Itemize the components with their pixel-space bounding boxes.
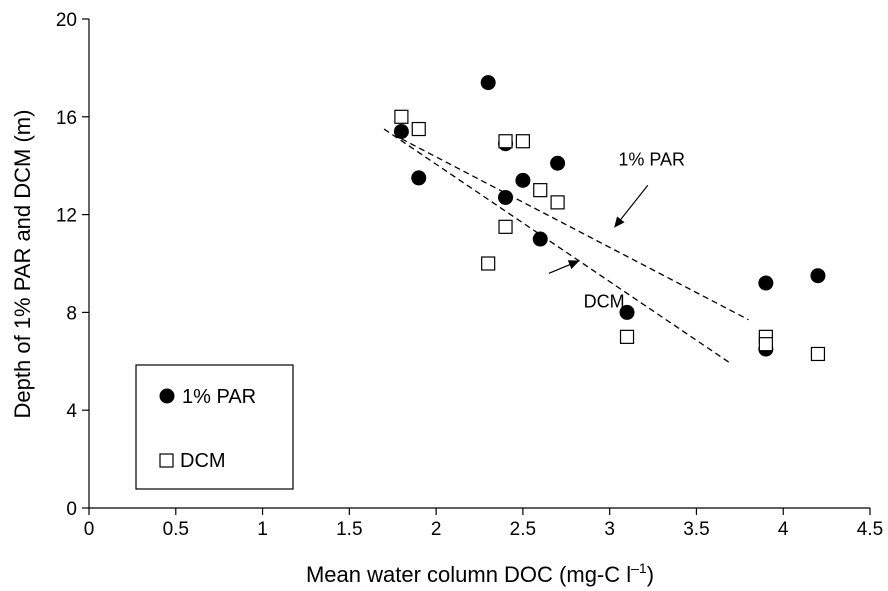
legend-label-dcm: DCM <box>180 450 226 472</box>
x-axis-title: Mean water column DOC (mg-C l–1) <box>306 560 654 587</box>
annotations: 1% PAR DCM <box>548 150 685 312</box>
point-par <box>532 231 548 247</box>
point-dcm <box>515 134 530 149</box>
y-tick-label: 4 <box>66 401 77 422</box>
point-dcm <box>619 329 635 344</box>
x-tick-label: 1.5 <box>336 519 362 540</box>
annotation-arrow-par <box>614 184 649 228</box>
point-dcm <box>481 256 496 271</box>
fit-lines <box>383 128 749 365</box>
x-tick-label: 3 <box>604 519 615 540</box>
y-ticks: 0 4 8 12 16 20 <box>56 10 89 520</box>
point-par <box>411 170 427 186</box>
legend-marker-par <box>159 388 175 404</box>
y-tick-label: 16 <box>56 108 77 129</box>
point-par <box>498 189 514 205</box>
point-dcm <box>533 183 548 198</box>
x-tick-label: 3.5 <box>683 519 709 540</box>
x-tick-label: 0 <box>84 519 95 540</box>
data-points <box>393 75 826 362</box>
x-tick-label: 0.5 <box>163 519 189 540</box>
legend-marker-dcm <box>159 453 174 468</box>
point-par <box>393 123 409 139</box>
point-dcm <box>550 195 565 210</box>
axes <box>88 19 870 509</box>
point-par <box>515 172 531 188</box>
point-par <box>619 304 635 320</box>
point-dcm <box>758 337 773 352</box>
y-tick-label: 12 <box>56 206 77 227</box>
legend-box <box>135 364 294 490</box>
point-par <box>550 155 566 171</box>
point-par <box>758 275 774 291</box>
x-ticks: 0 0.5 1 1.5 2 2.5 3 3.5 4 4.5 <box>84 508 883 540</box>
y-tick-label: 0 <box>66 499 77 520</box>
annotation-arrow-dcm <box>548 260 580 274</box>
x-tick-label: 2.5 <box>510 519 536 540</box>
legend: 1% PAR DCM <box>135 364 294 490</box>
y-axis-title: Depth of 1% PAR and DCM (m) <box>10 110 35 419</box>
x-tick-label: 4.5 <box>857 519 883 540</box>
y-tick-label: 20 <box>56 10 77 31</box>
x-tick-label: 1 <box>257 519 268 540</box>
point-par <box>810 268 826 284</box>
point-dcm <box>394 109 409 124</box>
x-tick-label: 4 <box>778 519 789 540</box>
point-dcm <box>411 121 426 137</box>
x-tick-label: 2 <box>431 519 442 540</box>
legend-label-par: 1% PAR <box>182 386 256 408</box>
point-par <box>480 75 496 91</box>
point-dcm <box>498 219 513 234</box>
point-dcm <box>498 134 513 149</box>
point-dcm <box>810 346 826 362</box>
y-tick-label: 8 <box>66 303 77 324</box>
annotation-par: 1% PAR <box>618 150 685 170</box>
fit-line-par <box>401 138 749 321</box>
annotation-dcm: DCM <box>584 292 625 312</box>
